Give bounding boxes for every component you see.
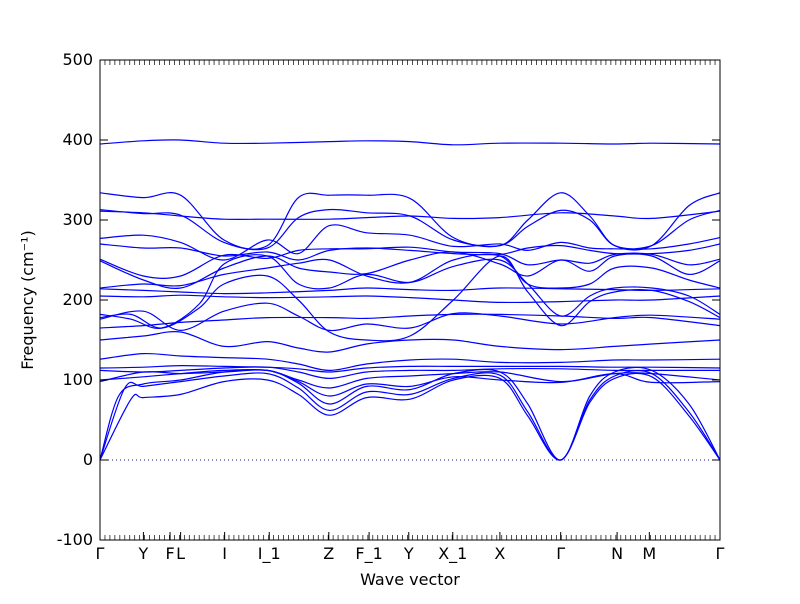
x-tick-label: Γ	[716, 544, 725, 563]
bands-layer	[99, 139, 721, 461]
x-tick-label: X_1	[438, 544, 467, 564]
phonon-band-17	[99, 352, 721, 372]
phonon-band-4	[99, 210, 721, 221]
y-tick-label: 0	[83, 450, 93, 469]
phonon-band-16	[99, 331, 721, 353]
phonon-band-8	[99, 251, 721, 290]
x-tick-label: X	[494, 544, 505, 563]
y-tick-label: 400	[62, 130, 93, 149]
y-tick-label: 500	[62, 50, 93, 69]
phonon-band-15	[99, 313, 721, 329]
phonon-band-7	[99, 246, 721, 279]
phonon-band-3	[99, 208, 721, 251]
x-tick-label: Γ	[556, 544, 565, 563]
phonon-band-24	[99, 369, 721, 397]
x-tick-label: N	[611, 544, 623, 563]
x-tick-label: Γ	[96, 544, 105, 563]
y-tick-label: 200	[62, 290, 93, 309]
phonon-band-9	[99, 253, 721, 289]
phonon-band-11	[99, 255, 721, 342]
x-tick-label: F	[165, 544, 174, 563]
phonon-band-22	[99, 369, 721, 461]
phonon-band-12	[99, 287, 721, 295]
phonon-band-14	[99, 302, 721, 332]
phonon-band-19	[99, 366, 720, 380]
y-tick-label: 300	[62, 210, 93, 229]
x-tick-label: L	[176, 544, 185, 563]
phonon-band-13	[99, 294, 721, 304]
y-tick-label: 100	[62, 370, 93, 389]
x-tick-label: Z	[323, 544, 334, 563]
phonon-band-21	[99, 366, 721, 461]
x-tick-label: Y	[403, 544, 414, 563]
x-tick-label: I	[222, 544, 227, 563]
phonon-band-5	[99, 224, 721, 261]
x-tick-label: F_1	[355, 544, 382, 564]
plot-frame	[99, 59, 721, 541]
x-axis-label: Wave vector	[360, 570, 460, 589]
x-tick-label: Y	[138, 544, 149, 563]
x-tick-label: I_1	[258, 544, 281, 564]
phonon-band-18	[99, 364, 721, 373]
phonon-band-10	[99, 254, 721, 330]
phonon-band-23	[99, 372, 721, 461]
x-tick-label: M	[642, 544, 656, 563]
y-tick-label: -100	[57, 530, 93, 549]
y-axis-label: Frequency (cm⁻¹)	[18, 230, 37, 369]
phonon-band-1	[99, 139, 721, 146]
